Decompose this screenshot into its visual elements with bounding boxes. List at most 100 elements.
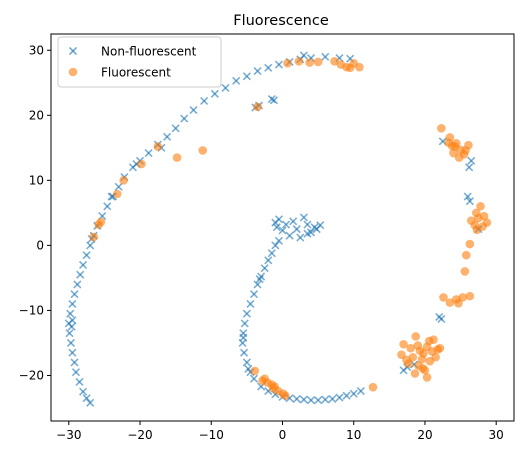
x-tick-label: 20 xyxy=(417,428,432,442)
legend-marker-fluorescent-icon xyxy=(68,67,78,77)
non-fluorescent-point xyxy=(67,322,76,331)
non-fluorescent-point xyxy=(240,319,249,328)
non-fluorescent-point xyxy=(71,368,80,377)
non-fluorescent-point xyxy=(303,229,312,238)
fluorescent-point xyxy=(476,202,485,211)
non-fluorescent-point xyxy=(242,72,251,81)
legend-label-non-fluorescent: Non-fluorescent xyxy=(101,45,197,59)
non-fluorescent-point xyxy=(321,52,330,61)
fluorescent-point xyxy=(460,267,470,276)
non-fluorescent-point xyxy=(296,233,305,242)
non-fluorescent-point xyxy=(299,51,308,60)
y-tick-label: 20 xyxy=(29,109,44,123)
non-fluorescent-point xyxy=(467,156,476,165)
x-tick-label: −20 xyxy=(127,428,152,442)
fluorescent-point xyxy=(410,369,420,378)
non-fluorescent-point xyxy=(86,241,95,250)
fluorescent-point xyxy=(368,382,378,392)
non-fluorescent-point xyxy=(73,280,82,289)
fluorescent-point xyxy=(444,138,453,147)
non-fluorescent-point xyxy=(200,96,209,106)
fluorescent-point xyxy=(449,148,458,158)
fluorescent-point xyxy=(250,366,260,376)
fluorescent-point xyxy=(355,62,364,72)
fluorescent-point xyxy=(399,339,408,349)
non-fluorescent-point xyxy=(68,299,77,308)
fluorescent-point xyxy=(411,332,421,341)
y-tick-label: 10 xyxy=(29,174,44,188)
fluorescent-point xyxy=(439,293,448,302)
non-fluorescent-point xyxy=(253,280,262,289)
fluorescent-point xyxy=(198,146,208,155)
non-fluorescent-point xyxy=(463,192,472,201)
non-fluorescent-point xyxy=(260,264,269,273)
non-fluorescent-point xyxy=(285,231,294,240)
x-tick-label: 10 xyxy=(346,428,361,442)
fluorescent-point xyxy=(258,376,267,385)
y-tick-label: −10 xyxy=(19,304,44,318)
legend: Non-fluorescent Fluorescent xyxy=(57,36,222,88)
non-fluorescent-point xyxy=(278,226,287,235)
non-fluorescent-point xyxy=(189,106,198,115)
non-fluorescent-point xyxy=(465,163,474,172)
fluorescent-point xyxy=(461,250,471,260)
fluorescent-point xyxy=(472,225,482,235)
fluorescent-point xyxy=(465,291,475,301)
fluorescent-point xyxy=(253,102,262,112)
fluorescent-point xyxy=(305,58,314,67)
non-fluorescent-point xyxy=(66,309,75,318)
fluorescent-point xyxy=(445,298,455,307)
fluorescent-point xyxy=(465,239,475,249)
fluorescent-point xyxy=(435,343,445,353)
y-tick-label: −20 xyxy=(19,369,44,383)
fluorescent-point xyxy=(313,57,323,67)
non-fluorescent-point xyxy=(171,124,180,133)
fluorescent-point xyxy=(89,232,99,242)
fluorescent-point xyxy=(345,63,355,73)
non-fluorescent-point xyxy=(299,213,308,222)
non-fluorescent-point xyxy=(78,387,88,396)
fluorescent-point xyxy=(137,159,146,169)
fluorescent-point xyxy=(418,364,428,373)
non-fluorescent-point xyxy=(239,333,248,342)
non-fluorescent-point xyxy=(70,290,79,299)
non-fluorescent-point xyxy=(242,309,251,318)
fluorescent-point xyxy=(406,343,416,353)
x-tick-label: −30 xyxy=(56,428,81,442)
non-fluorescent-point xyxy=(465,197,474,206)
fluorescent-point xyxy=(283,58,292,68)
non-fluorescent-point xyxy=(328,394,337,403)
non-fluorescent-point xyxy=(292,225,301,234)
non-fluorescent-point xyxy=(68,316,77,325)
marks-layer xyxy=(64,51,492,407)
fluorescent-point xyxy=(454,298,463,308)
non-fluorescent-point xyxy=(76,270,85,279)
non-fluorescent-point xyxy=(321,395,330,404)
fluorescent-point xyxy=(419,349,428,358)
y-tick-label: 0 xyxy=(36,239,44,253)
non-fluorescent-point xyxy=(274,60,284,69)
non-fluorescent-point xyxy=(267,249,276,258)
y-tick-label: 30 xyxy=(29,43,44,57)
non-fluorescent-point xyxy=(249,374,259,383)
non-fluorescent-point xyxy=(349,389,358,398)
non-fluorescent-point xyxy=(232,76,241,85)
non-fluorescent-point xyxy=(180,114,189,123)
x-tick-label: 0 xyxy=(279,428,287,442)
non-fluorescent-point xyxy=(299,395,308,404)
fluorescent-point xyxy=(281,391,290,400)
non-fluorescent-point xyxy=(114,182,123,191)
legend-frame xyxy=(57,36,222,88)
non-fluorescent-point xyxy=(103,202,112,211)
non-fluorescent-point xyxy=(292,394,301,403)
non-fluorescent-point xyxy=(314,396,323,405)
fluorescent-point xyxy=(437,124,446,133)
non-fluorescent-point xyxy=(281,220,291,229)
non-fluorescent-point xyxy=(78,260,88,269)
non-fluorescent-point xyxy=(356,387,365,396)
non-fluorescent-point xyxy=(264,256,273,265)
fluorescent-point xyxy=(402,355,411,365)
non-fluorescent-point xyxy=(437,314,446,323)
non-fluorescent-point xyxy=(303,220,312,229)
